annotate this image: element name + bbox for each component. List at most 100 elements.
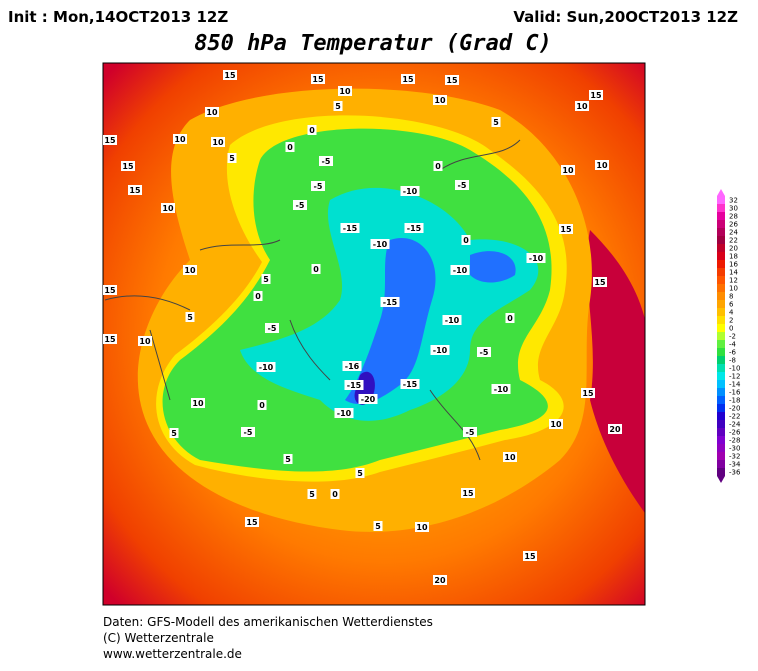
map-title: 850 hPa Temperatur (Grad C)	[194, 31, 552, 56]
contour-label: 10	[562, 166, 574, 175]
contour-label: 5	[187, 313, 193, 322]
contour-label: 0	[259, 401, 265, 410]
colorbar-label: 28	[729, 213, 738, 221]
contour-label: 20	[609, 425, 621, 434]
footer-line: (C) Wetterzentrale	[103, 631, 214, 645]
contour-label: -10	[453, 266, 468, 275]
contour-label-box	[293, 200, 307, 210]
contour-label-box	[227, 153, 237, 163]
contour-label-box	[253, 291, 263, 301]
contour-label: 15	[590, 91, 602, 100]
contour-label: -5	[322, 157, 331, 166]
contour-label-box	[505, 313, 515, 323]
colorbar-label: -8	[729, 357, 736, 365]
contour-label: 15	[104, 286, 116, 295]
colorbar-label: 18	[729, 253, 738, 261]
contour-label-box	[185, 312, 195, 322]
contour-label: 20	[434, 576, 446, 585]
contour-label: 10	[434, 96, 446, 105]
frigid-region	[345, 238, 516, 405]
contour-label: -15	[407, 224, 422, 233]
colorbar-swatch	[717, 340, 725, 348]
contour-label: 0	[435, 162, 441, 171]
contour-label: 0	[255, 292, 261, 301]
colorbar-swatch	[717, 212, 725, 220]
contour-label-box	[344, 380, 364, 390]
contour-label: 5	[357, 469, 363, 478]
colorbar-bottom-arrow	[717, 476, 725, 483]
contour-label: 5	[171, 429, 177, 438]
contour-label-box	[461, 488, 475, 498]
colorbar-swatch	[717, 364, 725, 372]
colorbar-swatch	[717, 444, 725, 452]
contour-label: 10	[339, 87, 351, 96]
colorbar-swatch	[717, 252, 725, 260]
contour-label: 15	[224, 71, 236, 80]
colorbar-swatch	[717, 220, 725, 228]
colorbar-label: 12	[729, 277, 738, 285]
colorbar-swatch	[717, 468, 725, 476]
colorbar-swatch	[717, 244, 725, 252]
contour-label: -5	[466, 428, 475, 437]
contour-label: -10	[373, 240, 388, 249]
contour-label-box	[477, 347, 491, 357]
contour-label: 0	[463, 236, 469, 245]
colorbar-label: -16	[729, 389, 741, 397]
contour-label-box	[342, 361, 362, 371]
contour-label-box	[549, 419, 563, 429]
contour-label-box	[355, 468, 365, 478]
contour-label: 10	[504, 453, 516, 462]
contour-label: 10	[550, 420, 562, 429]
contour-label-box	[400, 186, 420, 196]
contour-label: 15	[462, 489, 474, 498]
contour-label: 10	[596, 161, 608, 170]
contour-label: -20	[361, 395, 376, 404]
contour-label-box	[138, 336, 152, 346]
contour-label-box	[257, 400, 267, 410]
contour-label-box	[608, 424, 622, 434]
colorbar-label: 10	[729, 285, 738, 293]
contour-label-box	[373, 521, 383, 531]
colorbar-swatch	[717, 284, 725, 292]
colorbar-label: -18	[729, 397, 740, 405]
contour-label-box	[380, 297, 400, 307]
contour-label: 15	[446, 76, 458, 85]
contour-label-box	[415, 522, 429, 532]
contour-label-box	[183, 265, 197, 275]
contour-label-box	[523, 551, 537, 561]
contour-label-box	[401, 74, 415, 84]
contour-label-box	[261, 274, 271, 284]
colorbar-swatch	[717, 308, 725, 316]
colorbar-label: -36	[729, 469, 741, 477]
colorbar-label: -28	[729, 437, 740, 445]
colorbar-label: -22	[729, 413, 740, 421]
contour-label-box	[169, 428, 179, 438]
contour-label-box	[330, 489, 340, 499]
colorbar-swatch	[717, 196, 725, 204]
colorbar-label: -26	[729, 429, 741, 437]
colorbar-label: 24	[729, 229, 738, 237]
colorbar-swatch	[717, 356, 725, 364]
contour-label: -16	[345, 362, 360, 371]
contour-label: 15	[312, 75, 324, 84]
contour-label-box	[311, 181, 325, 191]
colorbar-label: -34	[729, 461, 741, 469]
colorbar-label: 0	[729, 325, 733, 333]
contour-label-box	[461, 235, 471, 245]
contour-label: -15	[403, 380, 418, 389]
contour-label-box	[561, 165, 575, 175]
colorbar-label: 26	[729, 221, 738, 229]
colorbar-label: -12	[729, 373, 740, 381]
contour-label-box	[191, 398, 205, 408]
colorbar-label: -2	[729, 333, 736, 341]
contour-label-box	[404, 223, 424, 233]
contour-label: 0	[332, 490, 338, 499]
contour-label-box	[103, 135, 117, 145]
contour-label-box	[161, 203, 175, 213]
contour-label: -10	[494, 385, 509, 394]
valid-time: Valid: Sun,20OCT2013 12Z	[513, 8, 738, 26]
contour-label-box	[307, 125, 317, 135]
contour-label-box	[173, 134, 187, 144]
contour-label-box	[370, 239, 390, 249]
